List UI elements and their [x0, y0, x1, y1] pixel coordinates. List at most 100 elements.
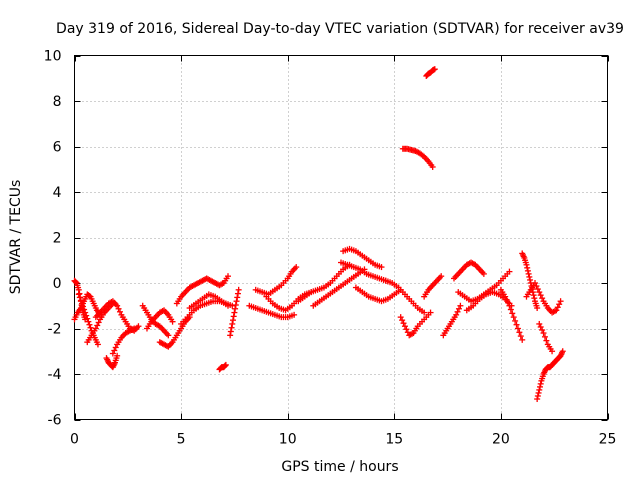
data-point	[455, 305, 462, 312]
x-tick-label: 25	[599, 432, 617, 448]
data-point	[431, 66, 438, 73]
data-point	[531, 295, 538, 302]
data-point	[399, 317, 406, 324]
data-point	[457, 302, 464, 309]
data-point	[165, 332, 172, 339]
data-point	[400, 320, 407, 327]
data-point	[235, 286, 242, 293]
y-tick-label: 8	[53, 94, 62, 110]
data-point	[506, 302, 513, 309]
data-point	[509, 310, 516, 317]
data-point	[525, 270, 532, 277]
data-point	[506, 268, 513, 275]
data-point	[227, 328, 234, 335]
data-point	[228, 324, 235, 331]
data-point	[94, 341, 101, 348]
data-point	[233, 298, 240, 305]
data-point	[535, 389, 542, 396]
data-point	[114, 302, 121, 309]
series-s7	[109, 325, 138, 357]
data-point	[543, 337, 550, 344]
series-s17	[252, 264, 300, 298]
data-point	[231, 309, 238, 316]
data-point	[534, 396, 541, 403]
y-tick-label: 4	[53, 185, 62, 201]
series-s21	[340, 245, 385, 271]
data-point	[503, 296, 510, 303]
x-tick-labels: 0 5 10 15 20 25	[70, 432, 616, 448]
y-tick-label: -2	[48, 322, 62, 338]
series-s33	[497, 286, 526, 343]
data-point	[85, 318, 92, 325]
series-s15	[227, 286, 242, 339]
data-point	[81, 306, 88, 313]
series-s34	[519, 250, 541, 312]
data-point	[234, 294, 241, 301]
data-point	[533, 283, 540, 290]
data-point	[232, 301, 239, 308]
data-point	[427, 309, 434, 316]
data-point	[234, 290, 241, 297]
series-s36	[536, 320, 556, 355]
data-point	[291, 311, 298, 318]
data-point	[541, 333, 548, 340]
data-point	[225, 273, 232, 280]
data-point	[534, 286, 541, 293]
data-point	[549, 348, 556, 355]
data-point	[76, 294, 83, 301]
series-s9	[143, 307, 176, 332]
data-point	[557, 298, 564, 305]
data-point	[87, 324, 94, 331]
y-tick-label: 10	[44, 49, 62, 65]
data-point	[82, 309, 89, 316]
data-point	[114, 352, 121, 359]
x-tick-label: 0	[70, 432, 79, 448]
data-point	[84, 315, 91, 322]
data-point	[537, 380, 544, 387]
data-point	[532, 280, 539, 286]
data-point	[403, 326, 410, 333]
series-s16	[246, 302, 298, 321]
data-point	[526, 273, 533, 280]
y-tick-labels: -6 -4 -2 0 2 4 6 8 10	[44, 49, 62, 429]
data-point	[523, 261, 530, 268]
data-point	[527, 276, 534, 283]
data-point	[80, 303, 87, 310]
series-s4	[84, 300, 116, 346]
data-point	[94, 322, 101, 329]
data-point	[135, 323, 142, 330]
data-points	[71, 66, 566, 403]
chart-title: Day 319 of 2016, Sidereal Day-to-day VTE…	[56, 21, 624, 37]
data-point	[536, 383, 543, 390]
data-point	[78, 300, 85, 307]
data-point	[92, 325, 99, 332]
data-point	[232, 305, 239, 312]
data-point	[512, 317, 519, 324]
data-point	[519, 336, 526, 343]
data-point	[293, 264, 300, 271]
series-s1	[71, 277, 89, 323]
data-point	[537, 292, 544, 299]
data-point	[505, 299, 512, 306]
data-point	[539, 295, 546, 302]
data-point	[510, 314, 517, 321]
series-s23	[352, 284, 404, 305]
data-point	[421, 309, 428, 316]
data-point	[536, 386, 543, 393]
series-s30	[450, 259, 487, 282]
data-point	[222, 362, 229, 369]
data-point	[225, 302, 232, 309]
data-point	[401, 323, 408, 330]
series-s11	[173, 273, 232, 307]
x-tick-label: 10	[279, 432, 297, 448]
series-s28	[423, 66, 438, 79]
data-point	[116, 308, 123, 315]
x-axis-label: GPS time / hours	[281, 459, 398, 475]
data-point	[86, 321, 93, 328]
data-point	[536, 289, 543, 296]
data-point	[75, 291, 82, 298]
data-point	[514, 325, 521, 332]
y-tick-label: -6	[48, 413, 62, 429]
data-point	[438, 273, 445, 280]
